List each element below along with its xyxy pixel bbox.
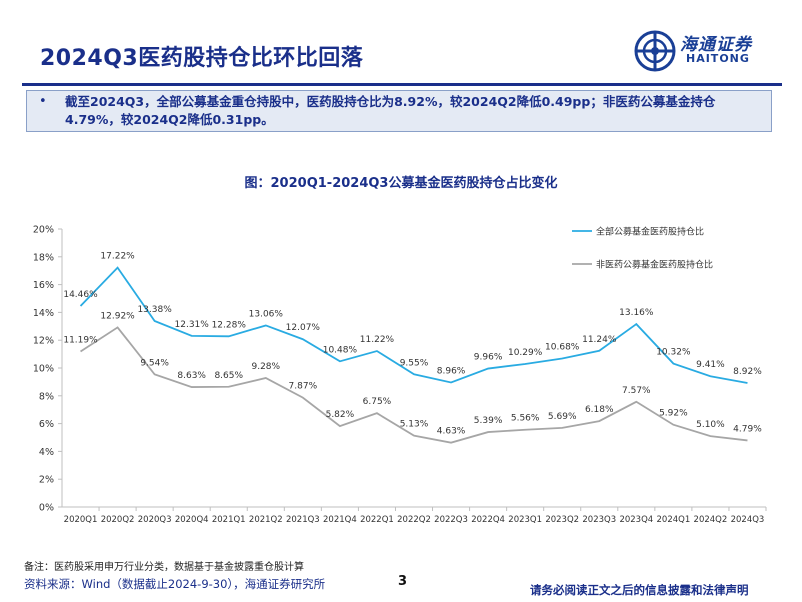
data-label: 5.69% [548, 412, 577, 422]
data-label: 10.29% [508, 348, 543, 358]
x-tick-label: 2021Q4 [323, 515, 357, 525]
data-label: 6.75% [363, 397, 392, 407]
x-tick-label: 2023Q3 [582, 515, 616, 525]
x-tick-label: 2023Q2 [545, 515, 579, 525]
x-tick-label: 2020Q2 [101, 515, 135, 525]
data-label: 12.31% [175, 320, 210, 330]
data-label: 13.16% [619, 308, 654, 318]
data-label: 5.82% [326, 410, 355, 420]
data-label: 14.46% [63, 290, 98, 300]
summary-text: 截至2024Q3，全部公募基金重仓持股中，医药股持仓比为8.92%，较2024Q… [65, 94, 716, 127]
x-tick-label: 2022Q3 [434, 515, 468, 525]
data-label: 11.22% [360, 335, 395, 345]
disclaimer: 请务必阅读正文之后的信息披露和法律声明 [530, 583, 749, 597]
data-label: 9.55% [400, 358, 429, 368]
data-label: 5.56% [511, 414, 540, 424]
x-tick-label: 2021Q3 [286, 515, 320, 525]
haitong-emblem-icon [634, 30, 676, 72]
series-line-2 [80, 326, 748, 444]
data-label: 5.10% [696, 420, 725, 430]
x-tick-label: 2024Q2 [694, 515, 728, 525]
data-source: 资料来源：Wind（数据截止2024-9-30），海通证券研究所 [24, 577, 326, 591]
y-tick-label: 12% [33, 336, 54, 347]
data-label: 9.96% [474, 353, 503, 363]
legend-label: 非医药公募基金医药股持仓比 [596, 259, 713, 271]
y-tick-label: 8% [39, 391, 54, 402]
data-label: 10.68% [545, 343, 580, 353]
summary-bullet: • [39, 94, 47, 109]
data-label: 5.92% [659, 409, 688, 419]
x-tick-label: 2021Q1 [212, 515, 246, 525]
data-label: 13.06% [249, 309, 284, 319]
y-tick-label: 14% [33, 308, 54, 319]
logo-english-name: HAITONG [686, 52, 750, 65]
data-label: 11.24% [582, 335, 617, 345]
y-tick-label: 6% [39, 419, 54, 430]
page-title: 2024Q3医药股持仓比环比回落 [40, 46, 364, 71]
data-label: 10.48% [323, 345, 358, 355]
x-tick-label: 2020Q3 [138, 515, 172, 525]
data-label: 9.41% [696, 360, 725, 370]
y-tick-label: 2% [39, 475, 54, 486]
footnote: 备注：医药股采用申万行业分类，数据基于基金披露重仓股计算 [24, 562, 304, 573]
data-label: 4.63% [437, 427, 466, 437]
data-label: 6.18% [585, 405, 614, 415]
data-label: 12.07% [286, 323, 321, 333]
y-tick-label: 0% [39, 503, 54, 514]
data-label: 9.54% [140, 358, 169, 368]
page-number: 3 [398, 574, 408, 589]
x-tick-label: 2022Q4 [471, 515, 505, 525]
data-label: 8.65% [214, 371, 243, 381]
data-label: 12.28% [212, 320, 247, 330]
x-tick-label: 2024Q3 [731, 515, 765, 525]
x-tick-label: 2022Q2 [397, 515, 431, 525]
data-label: 11.19% [63, 335, 98, 345]
x-tick-label: 2023Q1 [508, 515, 542, 525]
x-tick-label: 2023Q4 [619, 515, 653, 525]
chart-title: 图：2020Q1-2024Q3公募基金医药股持仓占比变化 [244, 176, 558, 191]
data-label: 4.79% [733, 424, 762, 434]
data-label: 10.32% [656, 348, 691, 358]
x-tick-label: 2024Q1 [657, 515, 691, 525]
data-label: 5.39% [474, 416, 503, 426]
summary-box: • 截至2024Q3，全部公募基金重仓持股中，医药股持仓比为8.92%，较202… [26, 90, 772, 132]
data-label: 5.13% [400, 420, 429, 430]
series-line-1 [79, 266, 748, 384]
x-tick-label: 2022Q1 [360, 515, 394, 525]
x-tick-label: 2021Q2 [249, 515, 283, 525]
data-label: 7.87% [289, 382, 318, 392]
data-label: 17.22% [100, 252, 135, 262]
x-tick-label: 2020Q4 [175, 515, 209, 525]
haitong-logo: 海通证券 HAITONG [634, 28, 784, 74]
data-label: 12.92% [100, 311, 135, 321]
data-label: 9.28% [251, 362, 280, 372]
y-tick-label: 18% [33, 252, 54, 263]
logo-chinese-name: 海通证券 [680, 35, 752, 55]
data-label: 8.96% [437, 366, 466, 376]
title-divider [22, 83, 782, 86]
y-tick-label: 20% [33, 225, 54, 236]
data-label: 7.57% [622, 386, 651, 396]
x-tick-label: 2020Q1 [64, 515, 98, 525]
data-label: 8.63% [177, 371, 206, 381]
y-tick-label: 10% [33, 364, 54, 375]
y-tick-label: 16% [33, 280, 54, 291]
y-tick-label: 4% [39, 447, 54, 458]
legend-label: 全部公募基金医药股持仓比 [596, 226, 704, 238]
data-label: 8.92% [733, 367, 762, 377]
data-label: 13.38% [137, 305, 172, 315]
